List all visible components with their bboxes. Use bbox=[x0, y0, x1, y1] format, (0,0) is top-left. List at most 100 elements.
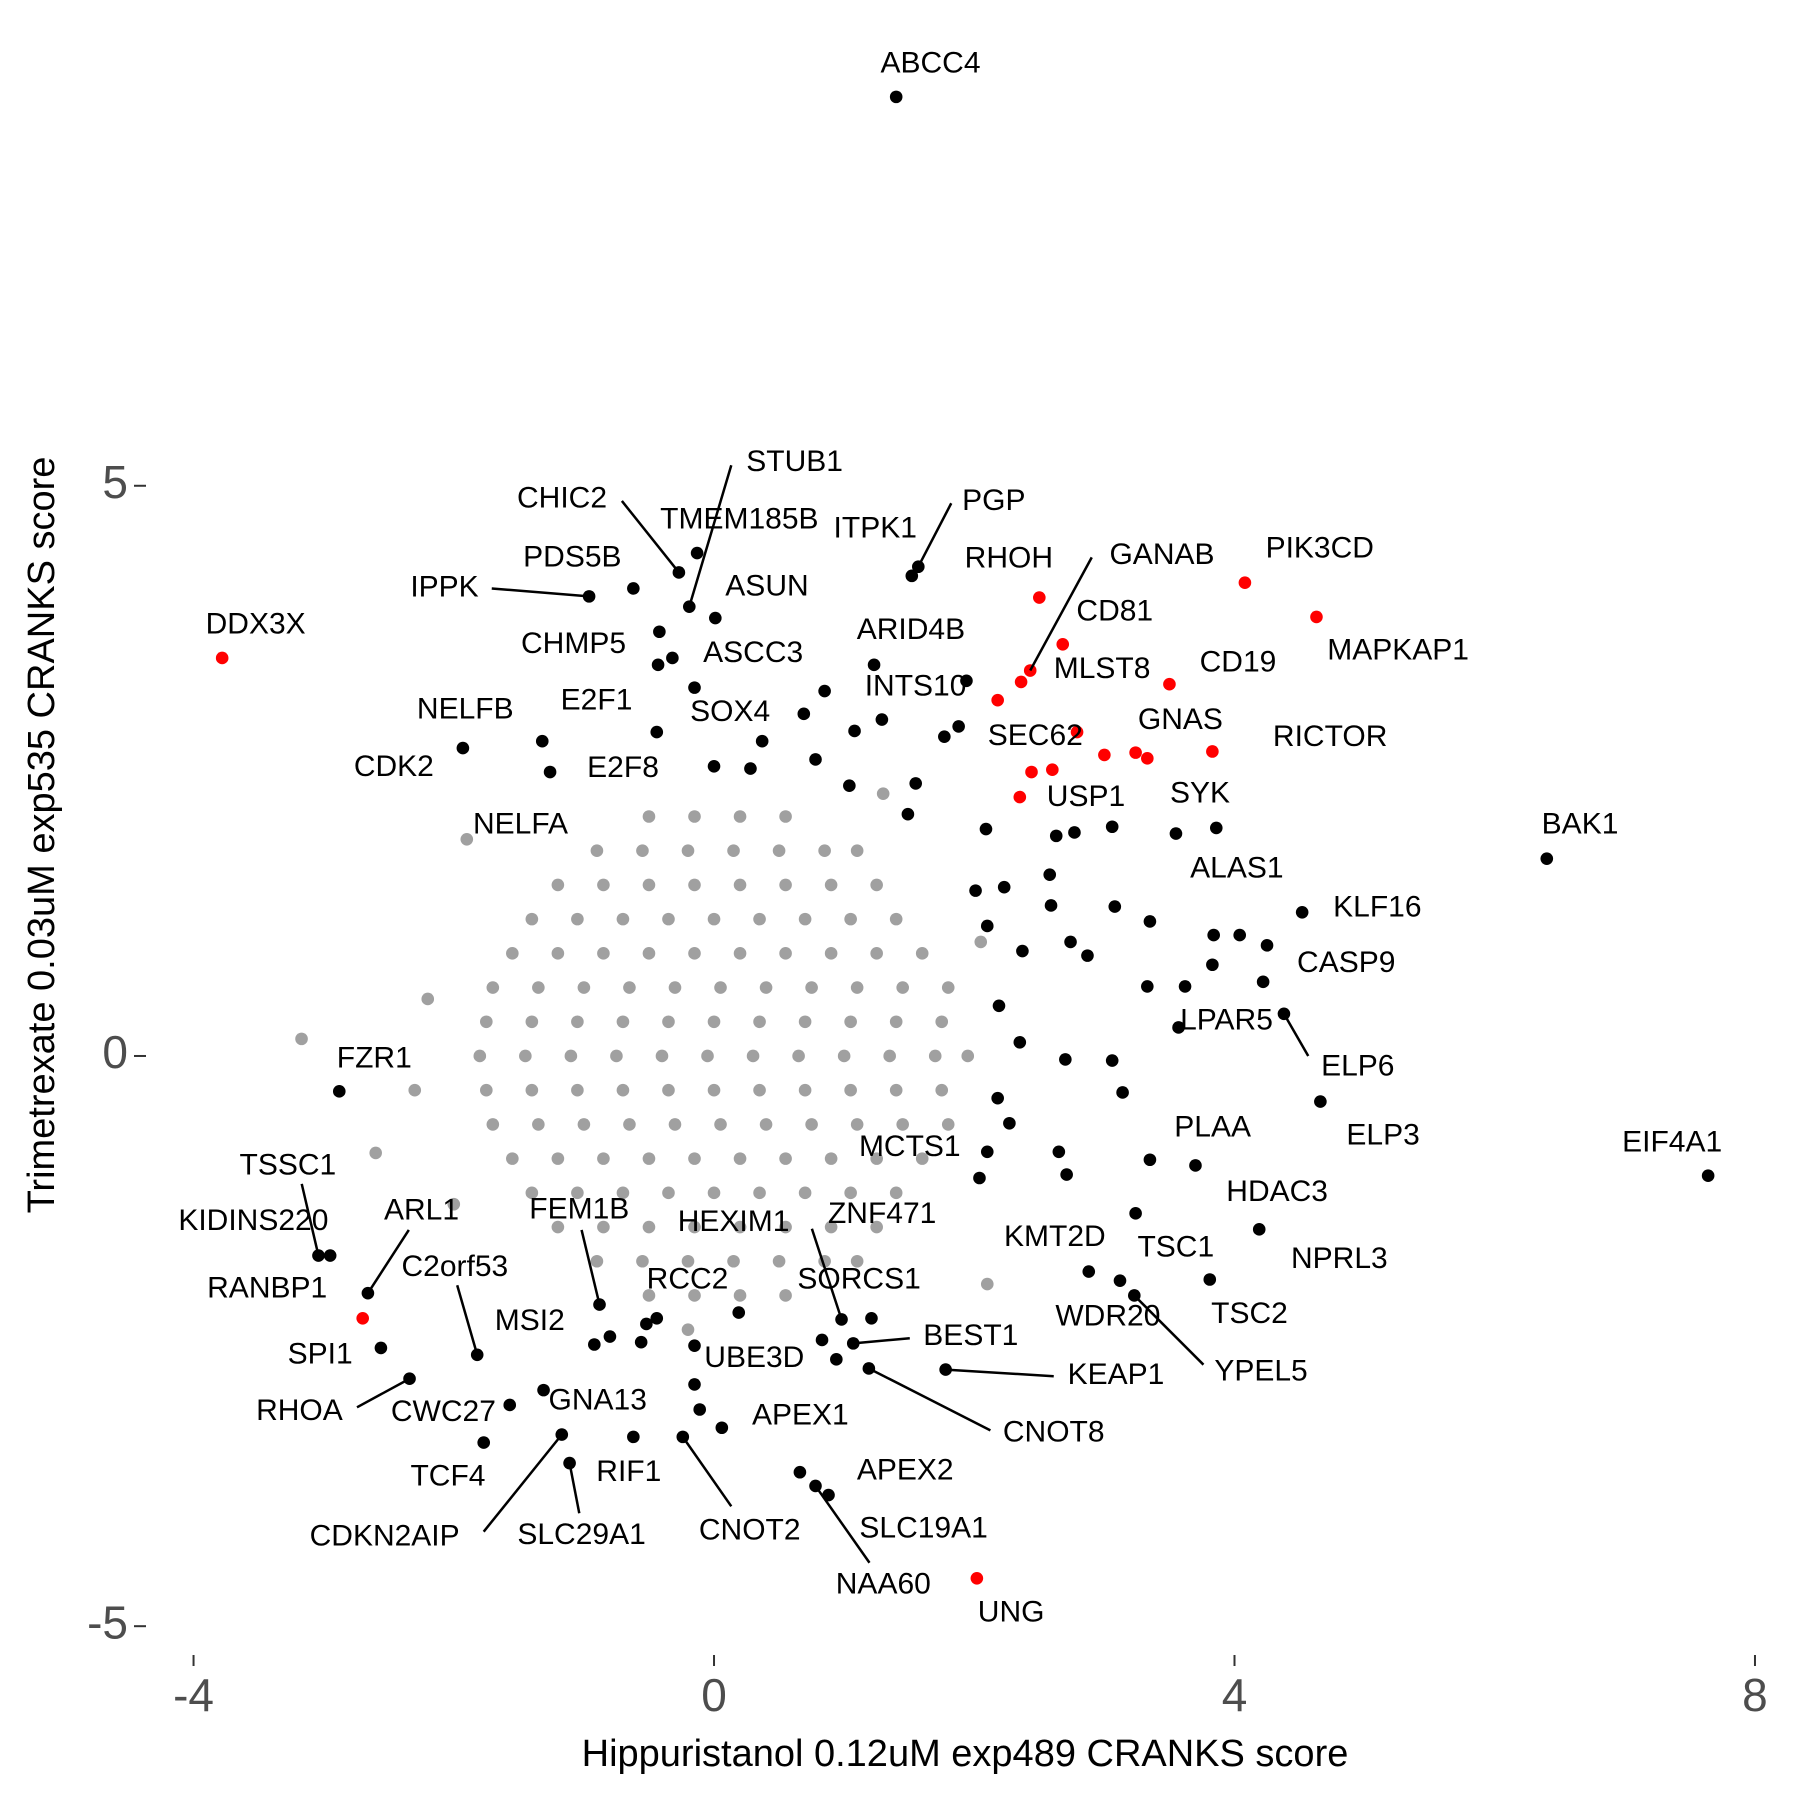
point bbox=[551, 947, 565, 960]
point bbox=[779, 810, 792, 823]
point-label: CASP9 bbox=[1297, 946, 1395, 979]
point-label: UNG bbox=[978, 1595, 1045, 1628]
point bbox=[896, 1118, 909, 1131]
point bbox=[793, 1465, 807, 1479]
point bbox=[603, 1330, 617, 1343]
point bbox=[865, 1311, 878, 1325]
point bbox=[571, 1186, 584, 1200]
point bbox=[727, 844, 740, 858]
point bbox=[779, 1220, 792, 1234]
point bbox=[564, 1049, 578, 1063]
x-tick-label: 0 bbox=[701, 1669, 727, 1721]
point-label: ITPK1 bbox=[834, 512, 917, 545]
point bbox=[844, 912, 857, 926]
point bbox=[1163, 677, 1176, 691]
point bbox=[798, 1015, 812, 1029]
point bbox=[733, 1152, 747, 1165]
point bbox=[642, 1220, 656, 1234]
point-label: MCTS1 bbox=[859, 1130, 961, 1163]
point bbox=[1068, 826, 1081, 839]
point-label: SYK bbox=[1170, 777, 1230, 810]
point-label: BEST1 bbox=[923, 1319, 1018, 1352]
point-label: MLST8 bbox=[1054, 652, 1151, 685]
leader-line bbox=[580, 1229, 601, 1305]
point bbox=[597, 878, 610, 892]
point bbox=[1025, 765, 1038, 779]
point bbox=[590, 844, 604, 858]
point-label: MSI2 bbox=[495, 1304, 565, 1337]
point bbox=[525, 912, 539, 926]
point bbox=[642, 878, 656, 892]
point bbox=[844, 1186, 857, 1200]
point-label: EIF4A1 bbox=[1622, 1125, 1722, 1158]
point-label: KIDINS220 bbox=[178, 1204, 328, 1237]
point bbox=[889, 90, 903, 104]
point-label: CNOT2 bbox=[699, 1514, 801, 1547]
point bbox=[991, 693, 1004, 707]
point-label: TSC1 bbox=[1137, 1230, 1214, 1263]
point bbox=[688, 1220, 701, 1234]
point bbox=[889, 1186, 903, 1200]
point bbox=[753, 1015, 766, 1029]
point-label: FEM1B bbox=[529, 1192, 629, 1225]
point bbox=[650, 725, 664, 739]
point bbox=[636, 1254, 649, 1268]
point bbox=[889, 1015, 903, 1029]
point bbox=[753, 1186, 766, 1200]
y-axis-title: Trimetrexate 0.03uM exp535 CRANKS score bbox=[21, 457, 63, 1214]
point-label: TMEM185B bbox=[660, 502, 818, 535]
point bbox=[688, 1378, 701, 1391]
point bbox=[662, 1186, 675, 1200]
point bbox=[815, 1333, 829, 1347]
point-label: SORCS1 bbox=[797, 1263, 920, 1296]
leader-line bbox=[1029, 556, 1093, 672]
point bbox=[1143, 1153, 1157, 1167]
point bbox=[753, 1083, 766, 1097]
point bbox=[623, 981, 636, 994]
point-label: USP1 bbox=[1047, 780, 1125, 813]
point bbox=[889, 912, 903, 926]
point bbox=[1129, 746, 1142, 759]
point bbox=[588, 1338, 601, 1351]
point bbox=[753, 912, 766, 926]
point bbox=[525, 1186, 539, 1200]
point bbox=[650, 1311, 664, 1325]
point-label: ARID4B bbox=[857, 613, 965, 646]
point bbox=[973, 1171, 986, 1185]
point-label: SEC62 bbox=[988, 719, 1083, 752]
point bbox=[486, 1118, 500, 1131]
point bbox=[1206, 745, 1219, 758]
point bbox=[1116, 1086, 1129, 1099]
point-label: E2F1 bbox=[561, 683, 633, 716]
point bbox=[503, 1398, 517, 1412]
point bbox=[1105, 820, 1119, 834]
leader-line bbox=[455, 1284, 479, 1356]
point bbox=[1108, 900, 1122, 913]
point-label: ELP3 bbox=[1346, 1119, 1419, 1152]
point-label: NPRL3 bbox=[1291, 1242, 1388, 1275]
point bbox=[356, 1311, 369, 1325]
point bbox=[616, 1083, 630, 1097]
point bbox=[870, 947, 883, 960]
point-label: CHIC2 bbox=[517, 482, 607, 515]
point-label: PIK3CD bbox=[1266, 531, 1374, 564]
point bbox=[1129, 1207, 1142, 1220]
point-label: TSC2 bbox=[1211, 1297, 1288, 1330]
leader-line bbox=[1133, 1294, 1205, 1366]
point bbox=[295, 1032, 308, 1046]
point-label: INTS10 bbox=[865, 669, 967, 702]
point bbox=[447, 1197, 461, 1211]
point bbox=[850, 844, 864, 858]
point bbox=[597, 1220, 610, 1234]
point bbox=[610, 1049, 623, 1063]
point-label: KEAP1 bbox=[1068, 1358, 1165, 1391]
point bbox=[850, 981, 864, 994]
point bbox=[824, 1152, 838, 1165]
point bbox=[992, 999, 1006, 1013]
point bbox=[867, 658, 881, 672]
point bbox=[571, 1083, 584, 1097]
point-label: CHMP5 bbox=[521, 627, 626, 660]
point bbox=[941, 981, 955, 994]
point bbox=[616, 1015, 630, 1029]
point bbox=[798, 912, 812, 926]
